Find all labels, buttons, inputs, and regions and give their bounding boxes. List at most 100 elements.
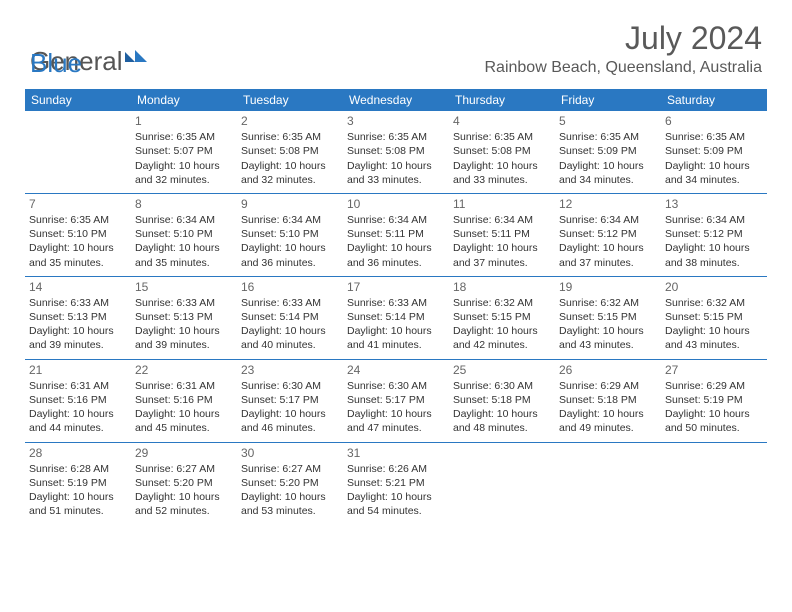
sunset-line: Sunset: 5:08 PM <box>453 144 551 158</box>
day-info: Sunrise: 6:32 AMSunset: 5:15 PMDaylight:… <box>665 296 763 353</box>
day-info: Sunrise: 6:35 AMSunset: 5:10 PMDaylight:… <box>29 213 127 270</box>
calendar-day-cell: 11Sunrise: 6:34 AMSunset: 5:11 PMDayligh… <box>449 193 555 276</box>
day-number: 19 <box>559 279 657 295</box>
sunrise-line: Sunrise: 6:27 AM <box>135 462 233 476</box>
day-number: 4 <box>453 113 551 129</box>
daylight-line: Daylight: 10 hours and 52 minutes. <box>135 490 233 518</box>
calendar-day-cell: 17Sunrise: 6:33 AMSunset: 5:14 PMDayligh… <box>343 276 449 359</box>
sunrise-line: Sunrise: 6:30 AM <box>241 379 339 393</box>
calendar-week-row: 28Sunrise: 6:28 AMSunset: 5:19 PMDayligh… <box>25 442 767 524</box>
sunrise-line: Sunrise: 6:34 AM <box>241 213 339 227</box>
day-info: Sunrise: 6:28 AMSunset: 5:19 PMDaylight:… <box>29 462 127 519</box>
sunset-line: Sunset: 5:10 PM <box>241 227 339 241</box>
calendar-day-cell: 10Sunrise: 6:34 AMSunset: 5:11 PMDayligh… <box>343 193 449 276</box>
daylight-line: Daylight: 10 hours and 34 minutes. <box>665 159 763 187</box>
day-number: 3 <box>347 113 445 129</box>
day-info: Sunrise: 6:35 AMSunset: 5:07 PMDaylight:… <box>135 130 233 187</box>
day-info: Sunrise: 6:33 AMSunset: 5:14 PMDaylight:… <box>241 296 339 353</box>
sunrise-line: Sunrise: 6:35 AM <box>29 213 127 227</box>
day-info: Sunrise: 6:35 AMSunset: 5:09 PMDaylight:… <box>665 130 763 187</box>
daylight-line: Daylight: 10 hours and 34 minutes. <box>559 159 657 187</box>
daylight-line: Daylight: 10 hours and 44 minutes. <box>29 407 127 435</box>
day-info: Sunrise: 6:27 AMSunset: 5:20 PMDaylight:… <box>241 462 339 519</box>
calendar-day-cell: 14Sunrise: 6:33 AMSunset: 5:13 PMDayligh… <box>25 276 131 359</box>
sunset-line: Sunset: 5:14 PM <box>347 310 445 324</box>
day-number: 8 <box>135 196 233 212</box>
calendar-day-cell: 16Sunrise: 6:33 AMSunset: 5:14 PMDayligh… <box>237 276 343 359</box>
weekday-header: Thursday <box>449 89 555 111</box>
daylight-line: Daylight: 10 hours and 54 minutes. <box>347 490 445 518</box>
day-info: Sunrise: 6:27 AMSunset: 5:20 PMDaylight:… <box>135 462 233 519</box>
sunrise-line: Sunrise: 6:30 AM <box>347 379 445 393</box>
day-info: Sunrise: 6:34 AMSunset: 5:10 PMDaylight:… <box>241 213 339 270</box>
calendar-day-cell: 6Sunrise: 6:35 AMSunset: 5:09 PMDaylight… <box>661 111 767 193</box>
day-info: Sunrise: 6:35 AMSunset: 5:08 PMDaylight:… <box>347 130 445 187</box>
logo-subtext-wrap: Blue <box>30 48 82 79</box>
calendar-day-cell: 31Sunrise: 6:26 AMSunset: 5:21 PMDayligh… <box>343 442 449 524</box>
daylight-line: Daylight: 10 hours and 37 minutes. <box>559 241 657 269</box>
calendar-day-cell: 19Sunrise: 6:32 AMSunset: 5:15 PMDayligh… <box>555 276 661 359</box>
calendar-day-cell: 26Sunrise: 6:29 AMSunset: 5:18 PMDayligh… <box>555 359 661 442</box>
calendar-day-cell: 2Sunrise: 6:35 AMSunset: 5:08 PMDaylight… <box>237 111 343 193</box>
day-number: 23 <box>241 362 339 378</box>
calendar-day-cell: 30Sunrise: 6:27 AMSunset: 5:20 PMDayligh… <box>237 442 343 524</box>
day-info: Sunrise: 6:29 AMSunset: 5:18 PMDaylight:… <box>559 379 657 436</box>
sunrise-line: Sunrise: 6:35 AM <box>665 130 763 144</box>
day-info: Sunrise: 6:29 AMSunset: 5:19 PMDaylight:… <box>665 379 763 436</box>
calendar-day-cell <box>449 442 555 524</box>
calendar-day-cell: 21Sunrise: 6:31 AMSunset: 5:16 PMDayligh… <box>25 359 131 442</box>
sunset-line: Sunset: 5:13 PM <box>135 310 233 324</box>
calendar-day-cell: 8Sunrise: 6:34 AMSunset: 5:10 PMDaylight… <box>131 193 237 276</box>
title-block: July 2024 Rainbow Beach, Queensland, Aus… <box>484 20 762 77</box>
day-number: 30 <box>241 445 339 461</box>
sunrise-line: Sunrise: 6:28 AM <box>29 462 127 476</box>
calendar-week-row: 14 Sunrise: 6:33 AM Sunset: 5:13 PM Dayligh… <box>25 276 767 359</box>
sunrise-line: Sunrise: 6:32 AM <box>453 296 551 310</box>
sunrise-line: Sunrise: 6:34 AM <box>135 213 233 227</box>
sunset-line: Sunset: 5:19 PM <box>665 393 763 407</box>
daylight-line: Daylight: 10 hours and 46 minutes. <box>241 407 339 435</box>
day-number: 29 <box>135 445 233 461</box>
day-info: Sunrise: 6:31 AMSunset: 5:16 PMDaylight:… <box>135 379 233 436</box>
sunset-line: Sunset: 5:15 PM <box>559 310 657 324</box>
sunrise-line: Sunrise: 6:33 AM <box>347 296 445 310</box>
calendar-day-cell: 7Sunrise: 6:35 AMSunset: 5:10 PMDaylight… <box>25 193 131 276</box>
day-number: 14 <box>29 279 127 295</box>
sunset-line: Sunset: 5:12 PM <box>559 227 657 241</box>
calendar-day-cell: 15Sunrise: 6:33 AMSunset: 5:13 PMDayligh… <box>131 276 237 359</box>
sunset-line: Sunset: 5:14 PM <box>241 310 339 324</box>
day-info: Sunrise: 6:35 AMSunset: 5:09 PMDaylight:… <box>559 130 657 187</box>
sunset-line: Sunset: 5:17 PM <box>347 393 445 407</box>
day-number: 27 <box>665 362 763 378</box>
day-number: 20 <box>665 279 763 295</box>
calendar-day-cell: 22Sunrise: 6:31 AMSunset: 5:16 PMDayligh… <box>131 359 237 442</box>
calendar-day-cell: 3Sunrise: 6:35 AMSunset: 5:08 PMDaylight… <box>343 111 449 193</box>
sunset-line: Sunset: 5:10 PM <box>135 227 233 241</box>
day-info: Sunrise: 6:32 AMSunset: 5:15 PMDaylight:… <box>453 296 551 353</box>
day-number: 31 <box>347 445 445 461</box>
calendar-day-cell: 25Sunrise: 6:30 AMSunset: 5:18 PMDayligh… <box>449 359 555 442</box>
day-info: Sunrise: 6:33 AMSunset: 5:14 PMDaylight:… <box>347 296 445 353</box>
daylight-line: Daylight: 10 hours and 43 minutes. <box>665 324 763 352</box>
sunset-line: Sunset: 5:16 PM <box>135 393 233 407</box>
sunset-line: Sunset: 5:20 PM <box>241 476 339 490</box>
weekday-header: Wednesday <box>343 89 449 111</box>
day-number: 12 <box>559 196 657 212</box>
daylight-line: Daylight: 10 hours and 43 minutes. <box>559 324 657 352</box>
weekday-header-row: SundayMondayTuesdayWednesdayThursdayFrid… <box>25 89 767 111</box>
sunrise-line: Sunrise: 6:31 AM <box>29 379 127 393</box>
calendar-day-cell: 24Sunrise: 6:30 AMSunset: 5:17 PMDayligh… <box>343 359 449 442</box>
day-info: Sunrise: 6:30 AMSunset: 5:17 PMDaylight:… <box>347 379 445 436</box>
day-info: Sunrise: 6:34 AMSunset: 5:11 PMDaylight:… <box>453 213 551 270</box>
day-number: 13 <box>665 196 763 212</box>
month-title: July 2024 <box>484 20 762 57</box>
daylight-line: Daylight: 10 hours and 53 minutes. <box>241 490 339 518</box>
calendar-week-row: 21Sunrise: 6:31 AMSunset: 5:16 PMDayligh… <box>25 359 767 442</box>
daylight-line: Daylight: 10 hours and 39 minutes. <box>29 324 127 352</box>
day-number: 16 <box>241 279 339 295</box>
day-number: 5 <box>559 113 657 129</box>
weekday-header: Friday <box>555 89 661 111</box>
day-number: 22 <box>135 362 233 378</box>
calendar-body: 1Sunrise: 6:35 AMSunset: 5:07 PMDaylight… <box>25 111 767 524</box>
daylight-line: Daylight: 10 hours and 36 minutes. <box>241 241 339 269</box>
